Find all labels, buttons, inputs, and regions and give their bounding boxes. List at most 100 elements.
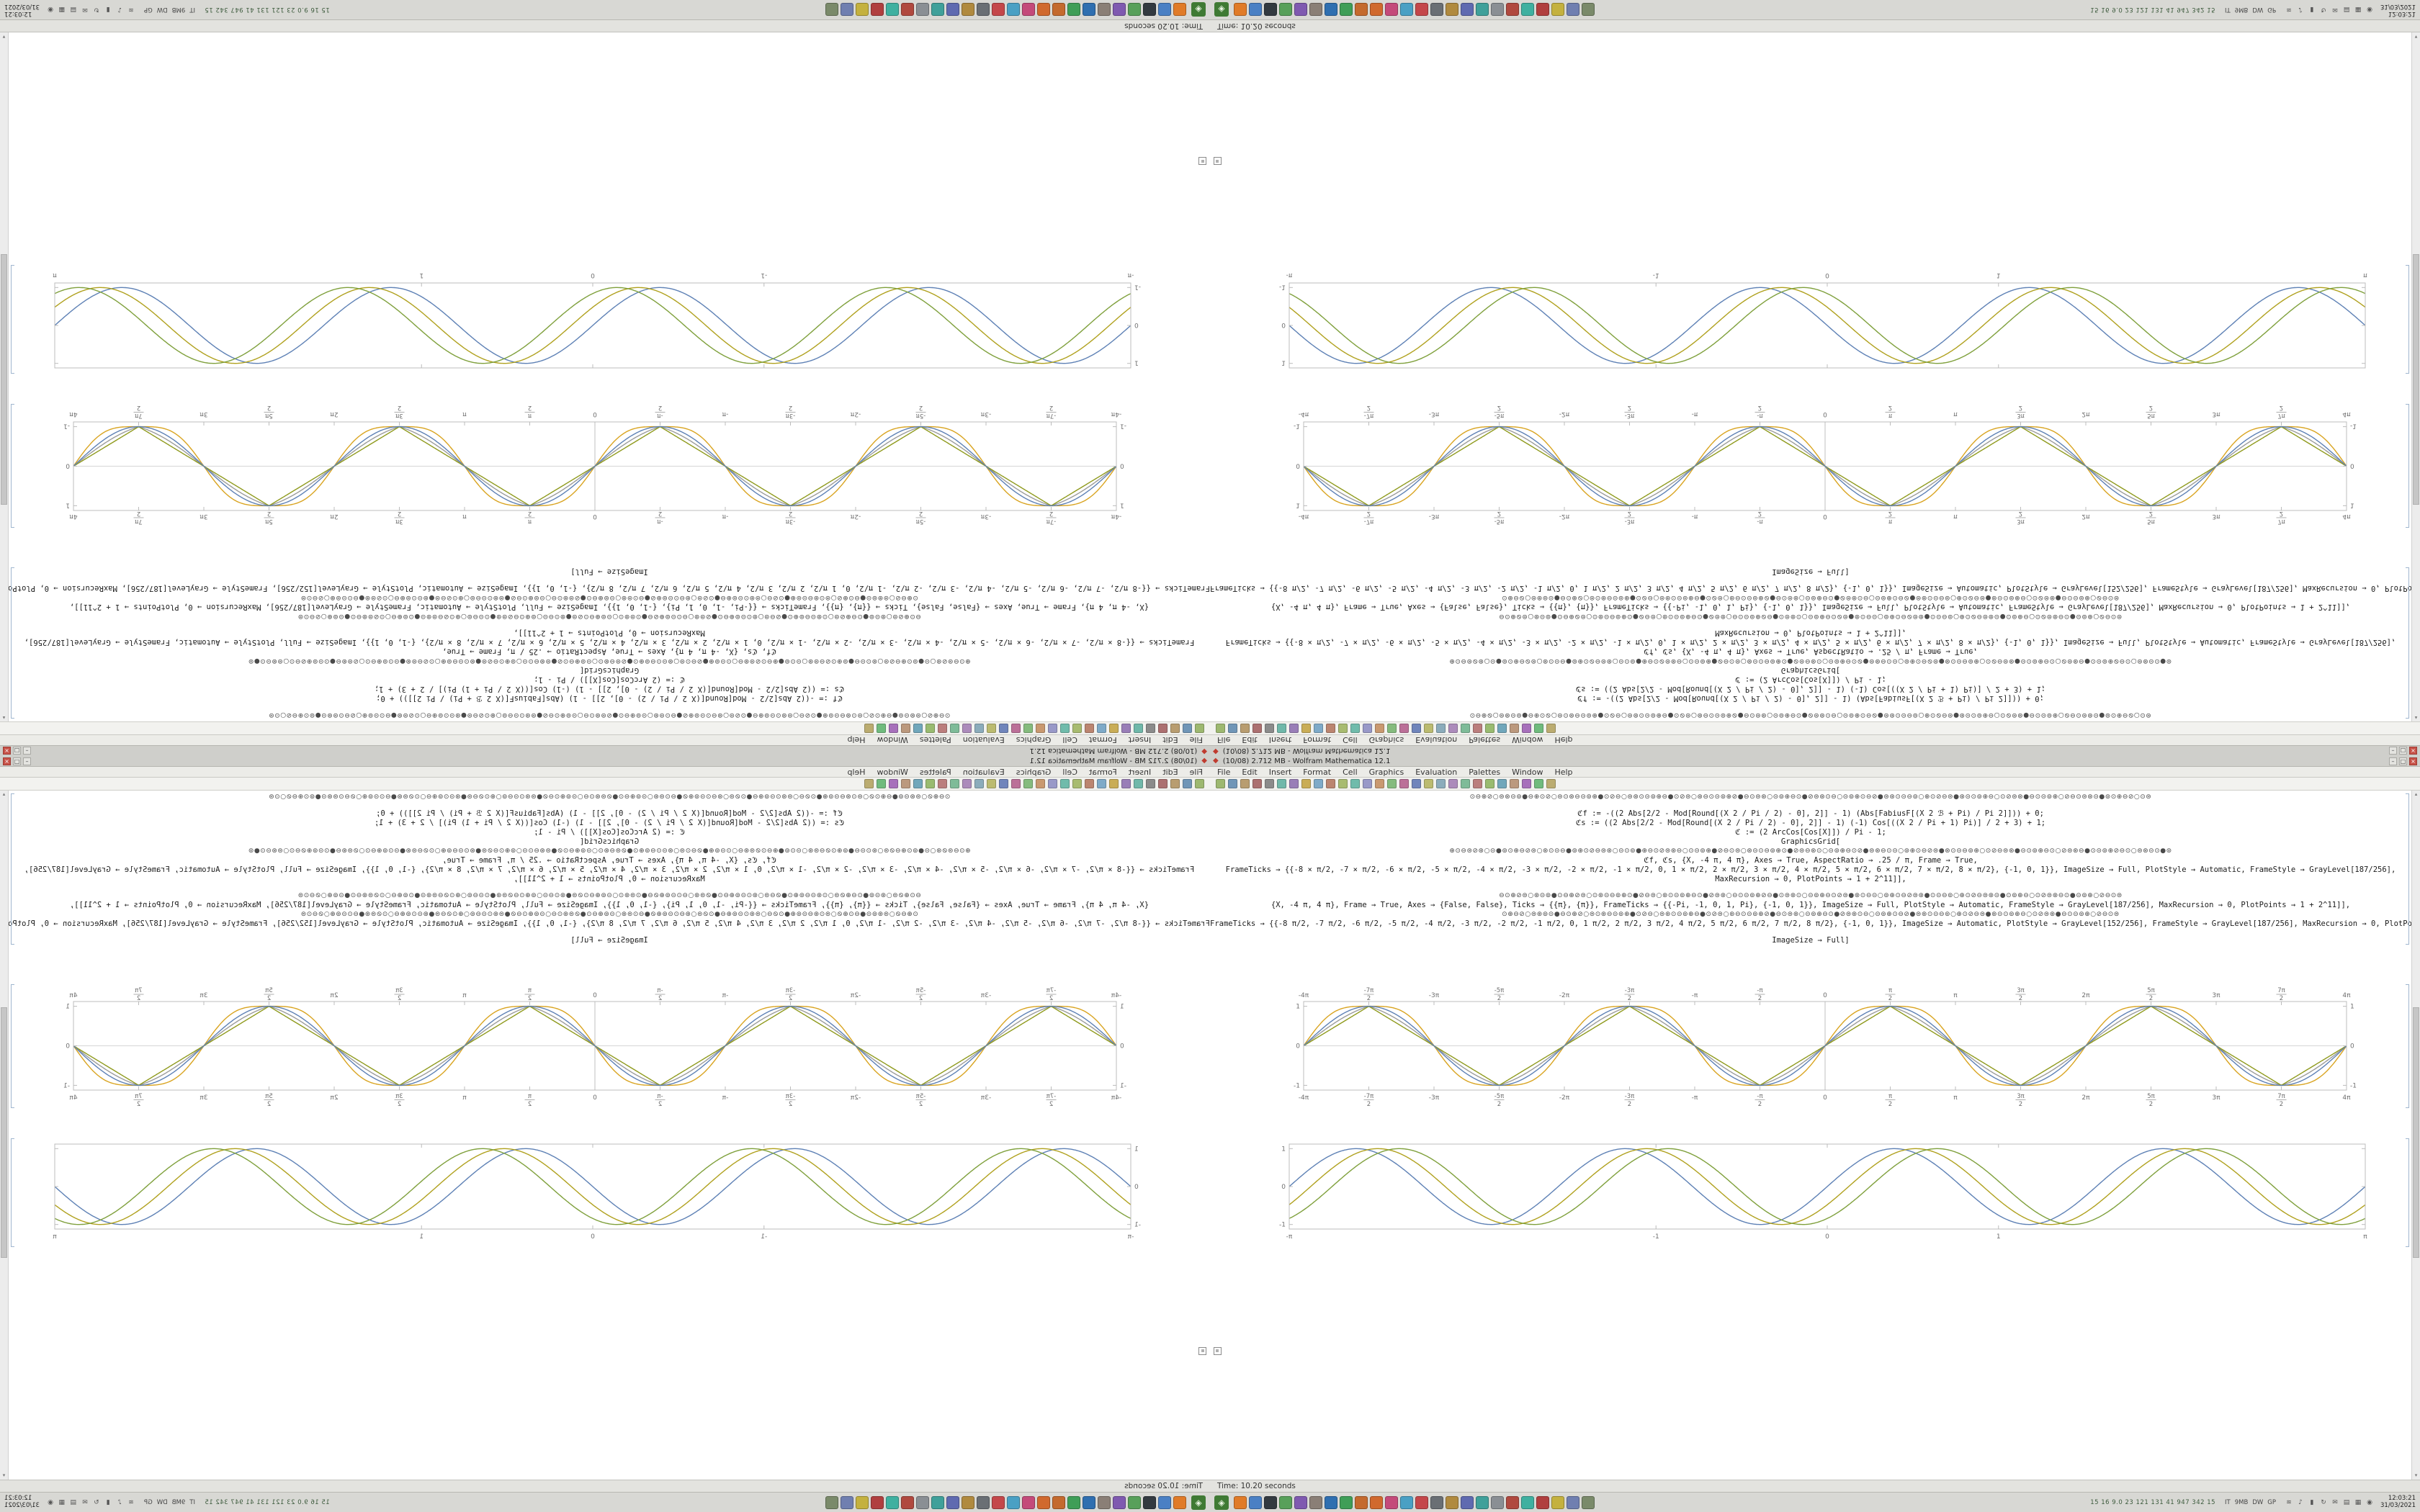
toolbar-icon[interactable] [938,724,947,733]
taskbar-app-icon[interactable] [992,1495,1005,1509]
taskbar-app-icon[interactable] [1325,1495,1337,1509]
toolbar-icon[interactable] [1461,724,1470,733]
toolbar-icon[interactable] [1265,779,1274,788]
tray-icon[interactable]: ◉ [48,6,53,14]
taskbar-app-icon[interactable] [886,3,899,17]
toolbar-icon[interactable] [1109,724,1119,733]
menu-item[interactable]: Palettes [919,767,951,777]
toolbar-icon[interactable] [1011,779,1021,788]
taskbar-app-icon[interactable] [1234,1495,1247,1509]
toolbar-icon[interactable] [1195,779,1204,788]
taskbar-app-icon[interactable] [1446,1495,1458,1509]
scrollbar-track[interactable] [2412,40,2420,714]
toolbar-icon[interactable] [1289,779,1299,788]
toolbar-icon[interactable] [1240,724,1250,733]
toolbar-icon[interactable] [938,779,947,788]
toolbar-icon[interactable] [962,779,972,788]
toolbar-icon[interactable] [864,779,874,788]
toolbar-icon[interactable] [987,724,996,733]
menu-item[interactable]: Graphics [1016,767,1052,777]
toolbar-icon[interactable] [1146,779,1155,788]
taskbar-app-icon[interactable] [992,3,1005,17]
taskbar-app-icon[interactable] [901,1495,914,1509]
tray-icon[interactable]: ▮ [2310,1498,2314,1506]
menu-item[interactable]: File [1189,735,1203,745]
tray-icon[interactable]: ✉ [82,6,88,14]
toolbar-icon[interactable] [1048,779,1057,788]
toolbar-icon[interactable] [1134,779,1143,788]
menu-item[interactable]: File [1217,767,1231,777]
cell-bracket-plot-a[interactable] [11,984,14,1108]
taskbar-app-icon[interactable] [1521,1495,1534,1509]
toolbar-icon[interactable] [1448,724,1458,733]
toolbar-icon[interactable] [1183,724,1192,733]
toolbar-icon[interactable] [1473,724,1482,733]
tray-icon[interactable]: ♪ [2298,1498,2303,1506]
toolbar-icon[interactable] [1375,779,1384,788]
toolbar-icon[interactable] [1399,779,1409,788]
toolbar-icon[interactable] [1387,779,1397,788]
cell-bracket-plot-a[interactable] [2406,404,2409,528]
tray-icon[interactable]: ▦ [58,1498,66,1506]
taskbar-app-icon[interactable] [1128,1495,1141,1509]
menu-item[interactable]: Help [847,767,866,777]
taskbar-app-icon[interactable] [1536,3,1549,17]
app-launcher-icon[interactable]: ◈ [1191,1495,1206,1510]
cell-bracket-code[interactable] [11,793,14,945]
toolbar-icon[interactable] [926,724,935,733]
toolbar-icon[interactable] [1195,724,1204,733]
cell-bracket-plot-b[interactable] [11,1138,14,1247]
scroll-up-arrow-icon[interactable]: ▴ [2,715,6,721]
taskbar-app-icon[interactable] [1446,3,1458,17]
taskbar-app-icon[interactable] [1567,1495,1579,1509]
taskbar-app-icon[interactable] [1052,3,1065,17]
toolbar-icon[interactable] [1158,724,1168,733]
taskbar-app-icon[interactable] [1173,3,1186,17]
taskbar-clock[interactable]: 12:03:21 31/03/2021 [4,3,40,18]
taskbar-app-icon[interactable] [901,3,914,17]
tray-icon[interactable]: ◉ [48,1498,53,1506]
menu-item[interactable]: Format [1088,767,1117,777]
tray-icon[interactable]: ✉ [2332,1498,2338,1506]
taskbar-app-icon[interactable] [1385,3,1398,17]
toolbar-icon[interactable] [1399,724,1409,733]
toolbar-icon[interactable] [877,724,886,733]
scroll-down-arrow-icon[interactable]: ▾ [2414,1472,2418,1478]
tray-icon[interactable]: ≋ [128,6,134,14]
tray-icon[interactable]: ▤ [2343,1498,2350,1506]
toolbar-icon[interactable] [1289,724,1299,733]
toolbar-icon[interactable] [1510,779,1519,788]
menu-item[interactable]: Cell [1343,767,1358,777]
tray-icon[interactable]: ▦ [2354,6,2362,14]
tray-icon[interactable]: ◉ [2367,6,2372,14]
toolbar-icon[interactable] [864,724,874,733]
menu-item[interactable]: Palettes [1469,735,1501,745]
menu-item[interactable]: Graphics [1368,767,1404,777]
taskbar-app-icon[interactable] [1551,1495,1564,1509]
toolbar-icon[interactable] [1228,724,1237,733]
toolbar-icon[interactable] [999,724,1008,733]
tray-icon[interactable]: ▮ [106,6,110,14]
taskbar-app-icon[interactable] [1279,1495,1292,1509]
tray-icon[interactable]: ▦ [58,6,66,14]
menu-item[interactable]: File [1217,735,1231,745]
taskbar-app-icon[interactable] [841,1495,853,1509]
toolbar-icon[interactable] [1546,724,1556,733]
toolbar-icon[interactable] [1363,724,1372,733]
toolbar-icon[interactable] [1424,724,1433,733]
taskbar-app-icon[interactable] [1567,3,1579,17]
toolbar-icon[interactable] [974,779,984,788]
window-title-bar[interactable]: ◆ (10/08) 2.712 MB - Wolfram Mathematica… [1210,745,2420,756]
toolbar-icon[interactable] [913,779,923,788]
taskbar-app-icon[interactable] [1158,1495,1171,1509]
menu-item[interactable]: Edit [1162,735,1178,745]
toolbar-icon[interactable] [1277,779,1286,788]
app-launcher-icon[interactable]: ◈ [1214,2,1229,17]
toolbar-icon[interactable] [1097,724,1106,733]
app-launcher-icon[interactable]: ◈ [1191,2,1206,17]
toolbar-icon[interactable] [1060,724,1070,733]
taskbar-app-icon[interactable] [1158,3,1171,17]
scrollbar-thumb[interactable] [1,1007,7,1258]
tray-icon[interactable]: ✉ [82,1498,88,1506]
toolbar-icon[interactable] [913,724,923,733]
